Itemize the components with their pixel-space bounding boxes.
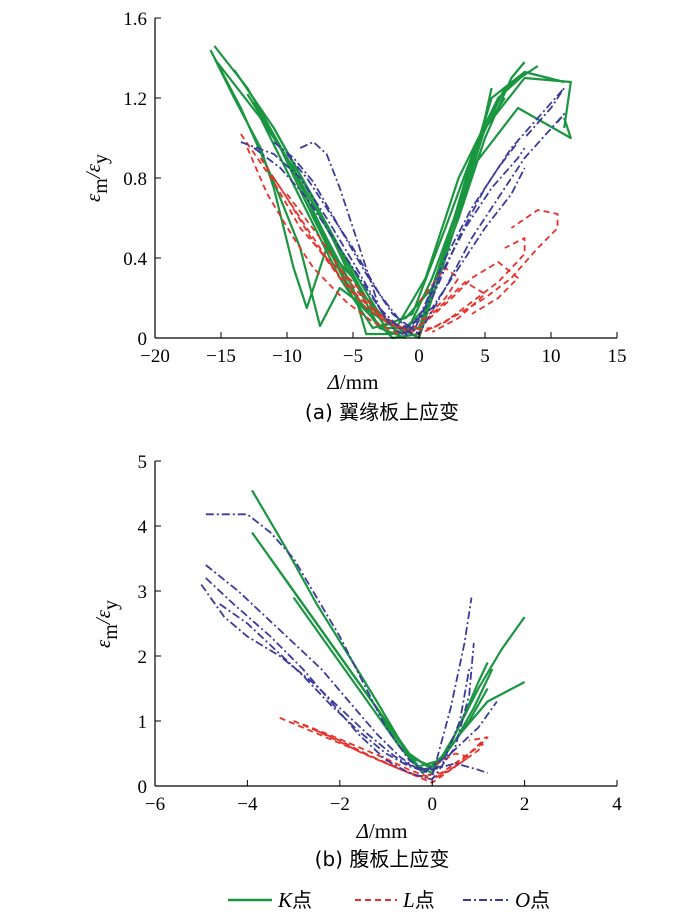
chart-a-plot-area [209, 45, 572, 340]
y-tick-label: 1.2 [123, 89, 147, 110]
y-tick-label: 3 [138, 582, 148, 603]
x-tick-label: 0 [427, 794, 437, 815]
y-tick-label: 1.6 [123, 9, 147, 30]
chart-a-ylabel: εm/εy [81, 154, 112, 202]
x-tick-label: −10 [272, 346, 302, 367]
x-tick-label: 4 [612, 794, 622, 815]
y-tick-label: 2 [138, 647, 148, 668]
series-o-loop-2 [253, 147, 526, 335]
series-o-loop-1 [240, 87, 566, 335]
x-tick-label: −6 [145, 794, 165, 815]
chart-a-xlabel: Δ/mm [327, 370, 379, 394]
x-tick-label: 15 [608, 346, 627, 367]
series-o-loop-3 [299, 141, 519, 337]
legend-item-o: O点 [463, 888, 550, 912]
series-l-loop-4 [273, 177, 486, 333]
chart-b-ylabel: εm/εy [91, 600, 122, 648]
chart-a-ticks: −20 −15 −10 −5 0 5 10 15 0 0.4 0.8 1.2 1.6 [123, 9, 626, 367]
series-l-loop-3 [302, 723, 484, 780]
legend-label-l: L点 [402, 888, 435, 912]
x-tick-label: 5 [480, 346, 490, 367]
x-tick-label: −15 [206, 346, 236, 367]
series-k-loop-8 [259, 97, 506, 330]
series-o-loop-5 [219, 603, 488, 774]
y-tick-label: 0.8 [123, 169, 147, 190]
series-k-loop-4 [209, 49, 572, 340]
series-o-loop-2 [205, 577, 475, 781]
y-tick-label: 4 [138, 517, 148, 538]
y-tick-label: 1 [138, 712, 148, 733]
chart-b-web-strain: −6 −4 −2 0 2 4 0 1 2 3 4 5 Δ/mm εm/εy (b) 腹板上应变 [91, 452, 622, 871]
series-o-loop-4 [205, 564, 498, 774]
x-tick-label: −20 [140, 346, 170, 367]
x-tick-label: −4 [237, 794, 258, 815]
series-o-loop-3 [200, 583, 471, 771]
x-tick-label: 2 [520, 794, 530, 815]
y-tick-label: 0 [138, 777, 148, 798]
chart-b-plot-area [200, 489, 526, 784]
series-k-loop-5 [292, 596, 526, 768]
x-tick-label: −5 [343, 346, 363, 367]
chart-a-caption: (a) 翼缘板上应变 [305, 400, 459, 424]
legend: K点 L点 O点 [228, 888, 550, 912]
series-o-loop-5 [286, 153, 526, 329]
chart-a-flange-strain: −20 −15 −10 −5 0 5 10 15 0 0.4 0.8 1.2 1.6 Δ/mm εm/ε… [81, 9, 627, 424]
y-tick-label: 0.4 [123, 249, 147, 270]
series-k-loop-2 [213, 45, 565, 336]
series-l-loop-2 [293, 720, 484, 784]
chart-b-caption: (b) 腹板上应变 [315, 847, 450, 871]
x-tick-label: 0 [414, 346, 424, 367]
series-o-loop-1 [205, 513, 473, 778]
legend-label-k: K点 [277, 888, 312, 912]
legend-label-o: O点 [515, 888, 550, 912]
series-l-loop-1 [279, 716, 489, 778]
y-tick-label: 0 [138, 329, 148, 350]
series-k-loop-6 [246, 93, 572, 340]
series-k-loop-1 [216, 61, 526, 330]
x-tick-label: 10 [542, 346, 561, 367]
legend-item-k: K点 [228, 888, 312, 912]
chart-b-ticks: −6 −4 −2 0 2 4 0 1 2 3 4 5 [138, 452, 623, 815]
chart-b-xlabel: Δ/mm [356, 819, 408, 843]
y-tick-label: 5 [138, 452, 148, 473]
x-tick-label: −2 [330, 794, 350, 815]
legend-item-l: L点 [355, 888, 435, 912]
